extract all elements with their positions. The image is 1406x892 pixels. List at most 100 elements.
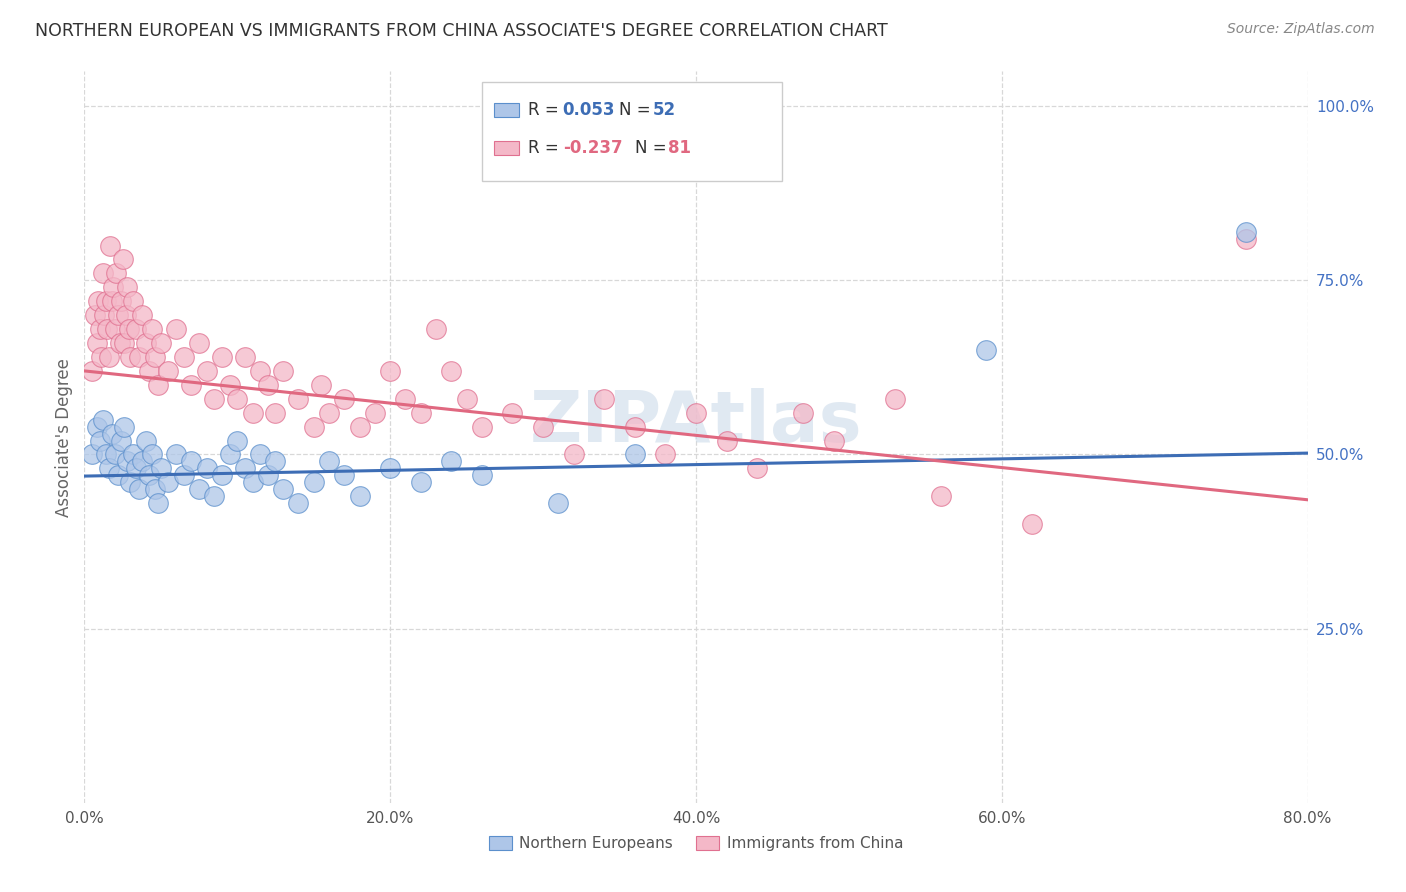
Point xyxy=(80,364,103,378)
Point xyxy=(120,475,142,490)
Point xyxy=(173,468,195,483)
Text: ZIPAtlas: ZIPAtlas xyxy=(530,388,862,457)
Point xyxy=(94,294,117,309)
Point xyxy=(233,350,256,364)
Point xyxy=(226,434,249,448)
Point xyxy=(333,392,356,406)
Point xyxy=(349,419,371,434)
Legend: Northern Europeans, Immigrants from China: Northern Europeans, Immigrants from Chin… xyxy=(482,830,910,857)
Point xyxy=(165,448,187,462)
Point xyxy=(456,392,478,406)
Point xyxy=(624,419,647,434)
Point xyxy=(823,434,845,448)
Point xyxy=(84,308,107,322)
Point xyxy=(287,496,309,510)
Point xyxy=(218,377,240,392)
Point xyxy=(1236,225,1258,239)
Point xyxy=(425,322,447,336)
Point xyxy=(242,406,264,420)
Text: 0.053: 0.053 xyxy=(562,101,616,120)
Point xyxy=(89,434,111,448)
Point xyxy=(131,454,153,468)
Point xyxy=(173,350,195,364)
Point xyxy=(112,419,135,434)
Point xyxy=(242,475,264,490)
Point xyxy=(333,468,356,483)
Point xyxy=(86,336,108,351)
Point xyxy=(97,350,120,364)
Point xyxy=(101,294,124,309)
Point xyxy=(97,461,120,475)
Point xyxy=(593,392,616,406)
Text: N =: N = xyxy=(619,101,655,120)
Point xyxy=(264,454,287,468)
Point xyxy=(976,343,998,357)
Point xyxy=(146,496,169,510)
Point xyxy=(107,468,129,483)
Point xyxy=(547,496,569,510)
Point xyxy=(302,419,325,434)
Point xyxy=(218,448,240,462)
Point xyxy=(110,294,132,309)
Point xyxy=(86,419,108,434)
Point xyxy=(180,377,202,392)
Point xyxy=(349,489,371,503)
Point xyxy=(685,406,707,420)
Point xyxy=(98,238,121,252)
Point xyxy=(195,461,218,475)
Point xyxy=(101,426,124,441)
Point xyxy=(226,392,249,406)
Point xyxy=(440,364,463,378)
Point xyxy=(311,377,333,392)
Text: 81: 81 xyxy=(668,139,690,157)
Point xyxy=(89,322,111,336)
Point xyxy=(531,419,554,434)
Point xyxy=(202,392,225,406)
Point xyxy=(114,308,136,322)
Point xyxy=(135,336,157,351)
Point xyxy=(104,448,127,462)
Point xyxy=(115,454,138,468)
Point xyxy=(105,266,128,280)
Text: Source: ZipAtlas.com: Source: ZipAtlas.com xyxy=(1227,22,1375,37)
Point xyxy=(94,448,117,462)
Point xyxy=(180,454,202,468)
Point xyxy=(93,308,115,322)
Point xyxy=(141,322,163,336)
Point xyxy=(471,468,494,483)
Point xyxy=(107,308,129,322)
Text: 52: 52 xyxy=(654,101,676,120)
Point xyxy=(103,280,125,294)
Point xyxy=(249,364,271,378)
Point xyxy=(302,475,325,490)
Point xyxy=(380,461,402,475)
Point xyxy=(747,461,769,475)
Point xyxy=(202,489,225,503)
Point xyxy=(1021,517,1043,532)
Point xyxy=(716,434,738,448)
FancyBboxPatch shape xyxy=(494,103,519,118)
Point xyxy=(624,448,647,462)
Point xyxy=(271,483,294,497)
Point xyxy=(188,336,211,351)
Point xyxy=(131,308,153,322)
Point xyxy=(157,475,180,490)
Point xyxy=(90,350,112,364)
Point xyxy=(91,412,114,426)
FancyBboxPatch shape xyxy=(482,82,782,181)
Point xyxy=(562,448,585,462)
Point xyxy=(104,322,127,336)
Point xyxy=(654,448,676,462)
Point xyxy=(112,336,135,351)
Point xyxy=(91,266,114,280)
Point xyxy=(188,483,211,497)
Point xyxy=(249,448,271,462)
Point xyxy=(125,461,148,475)
Point xyxy=(394,392,416,406)
Point xyxy=(287,392,309,406)
Point xyxy=(122,448,145,462)
Y-axis label: Associate's Degree: Associate's Degree xyxy=(55,358,73,516)
Point xyxy=(157,364,180,378)
Point xyxy=(440,454,463,468)
Point xyxy=(143,483,166,497)
